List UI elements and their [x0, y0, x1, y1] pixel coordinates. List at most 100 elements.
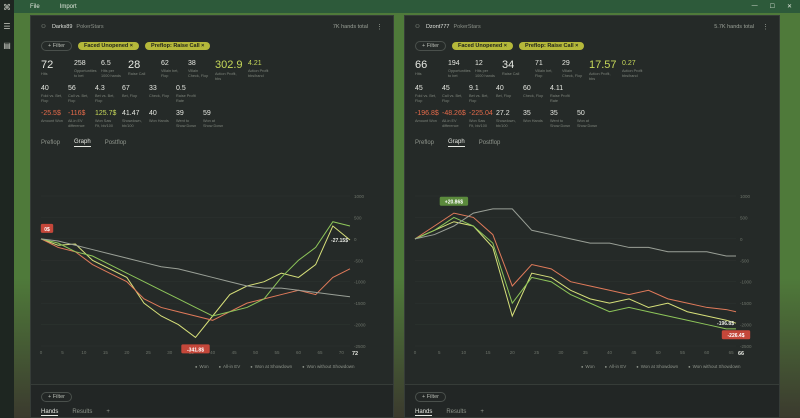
- series-line-showdown: [414, 216, 736, 330]
- legend-item[interactable]: All-in EV: [605, 364, 626, 369]
- add-filter-button[interactable]: + Filter: [41, 41, 72, 51]
- user-icon: ⚇: [41, 24, 46, 30]
- stat-label: Action Profit, bbs: [215, 72, 237, 81]
- stat-value: 67: [122, 85, 130, 92]
- stat-cell[interactable]: 33 Check, Flop: [149, 85, 171, 99]
- stat-label: Amount Won: [41, 119, 63, 123]
- stat-cell[interactable]: 27.2 Showdown, bb/100: [496, 110, 518, 128]
- filter-chip[interactable]: Preflop: Raise Call ×: [145, 42, 211, 50]
- legend-item[interactable]: Won without Showdown: [302, 364, 355, 369]
- stat-cell[interactable]: -196.8$ Amount Won: [415, 110, 439, 124]
- legend-item[interactable]: Won at Showdown: [250, 364, 292, 369]
- stat-cell[interactable]: 302.9 Action Profit, bbs: [215, 60, 243, 81]
- menu-file[interactable]: File: [30, 3, 40, 10]
- stat-cell[interactable]: 71 Villain bet, Flop: [535, 60, 557, 78]
- hands-filter-button[interactable]: + Filter: [415, 392, 446, 402]
- filter-chip[interactable]: Faced Unopened ×: [77, 42, 140, 50]
- x-tick-label: 55: [680, 350, 686, 355]
- stat-cell[interactable]: 125.7$ Won Saw Fit, bb/100: [95, 110, 117, 128]
- tab-graph[interactable]: Graph: [74, 139, 91, 147]
- tab-preflop[interactable]: Preflop: [415, 140, 435, 146]
- legend-item[interactable]: Won without Showdown: [688, 364, 741, 369]
- stat-cell[interactable]: 12 Hits per 1000 hands: [475, 60, 497, 78]
- filter-chip[interactable]: Faced Unopened ×: [451, 42, 514, 50]
- stat-cell[interactable]: 35 Went to Show Down: [550, 110, 572, 128]
- y-tick-label: 1000: [354, 194, 365, 199]
- stat-cell[interactable]: 4.3 Bet vs. Bet, Flop: [95, 85, 117, 103]
- stat-value: 0.27: [622, 60, 636, 67]
- legend-item[interactable]: Won at Showdown: [636, 364, 678, 369]
- bottom-tab[interactable]: +: [106, 409, 110, 415]
- stat-label: Villain Check, Flop: [562, 69, 583, 78]
- stat-cell[interactable]: 67 Bet, Flop: [122, 85, 144, 99]
- stat-cell[interactable]: 28 Raise Call: [128, 60, 156, 77]
- y-tick-label: -2500: [354, 344, 366, 349]
- stat-cell[interactable]: 9.1 Bet vs. Bet, Flop: [469, 85, 491, 103]
- stat-cell[interactable]: 38 Villain Check, Flop: [188, 60, 210, 78]
- stat-cell[interactable]: 59 Won at Show Down: [203, 110, 225, 128]
- bottom-tab[interactable]: Hands: [415, 409, 433, 416]
- stats-row: 66 Hits 194 Opportunities to bet 12 Hits…: [415, 60, 769, 85]
- player-name[interactable]: Dzont777: [425, 24, 450, 30]
- stat-cell[interactable]: 45 Fold vs. Bet, Flop: [415, 85, 437, 103]
- stat-cell[interactable]: 56 Call vs. Bet, Flop: [68, 85, 90, 103]
- more-options-icon[interactable]: ⋮: [376, 24, 383, 31]
- stat-value: 40: [149, 110, 157, 117]
- bottom-tab[interactable]: +: [480, 409, 484, 415]
- stat-cell[interactable]: -48.26$ All-in EV difference: [442, 110, 466, 128]
- stat-value: -25.5$: [41, 110, 61, 117]
- stat-cell[interactable]: 66 Hits: [415, 60, 443, 77]
- stat-cell[interactable]: 60 Check, Flop: [523, 85, 545, 99]
- tab-graph[interactable]: Graph: [448, 139, 465, 147]
- add-filter-button[interactable]: + Filter: [415, 41, 446, 51]
- more-options-icon[interactable]: ⋮: [762, 24, 769, 31]
- stat-cell[interactable]: 0.27 Action Profit bbs/hand: [622, 60, 644, 78]
- stat-cell[interactable]: 6.5 Hits per 1000 hands: [101, 60, 123, 78]
- stat-cell[interactable]: 35 Won Hands: [523, 110, 545, 124]
- bottom-tab[interactable]: Results: [72, 409, 93, 415]
- view-tabs: Preflop Graph Postflop: [405, 137, 779, 149]
- stat-cell[interactable]: 50 Won at Show Down: [577, 110, 599, 128]
- stat-cell[interactable]: -116$ All-in EV difference: [68, 110, 90, 128]
- filter-chip[interactable]: Preflop: Raise Call ×: [519, 42, 585, 50]
- bottom-tab[interactable]: Results: [446, 409, 467, 415]
- stat-cell[interactable]: -25.5$ Amount Won: [41, 110, 63, 124]
- stat-cell[interactable]: 0.5 Raise Profit Rate: [176, 85, 198, 103]
- minimize-icon[interactable]: —: [751, 3, 758, 9]
- player-name[interactable]: Darks89: [51, 24, 73, 30]
- stat-cell[interactable]: 4.11 Raise Profit Rate: [550, 85, 572, 103]
- stat-cell[interactable]: 194 Opportunities to bet: [448, 60, 471, 78]
- stat-cell[interactable]: 41.47 Showdown, bb/100: [122, 110, 144, 128]
- menu-import[interactable]: Import: [59, 3, 77, 10]
- legend-item[interactable]: All-in EV: [219, 364, 240, 369]
- stat-cell[interactable]: -225.04 Won Saw Fit, bb/100: [469, 110, 493, 128]
- x-tick-label: 10: [81, 350, 87, 355]
- tab-postflop[interactable]: Postflop: [478, 140, 501, 146]
- stat-cell[interactable]: 34 Raise Call: [502, 60, 530, 77]
- hands-filter-button[interactable]: + Filter: [41, 392, 72, 402]
- legend-item[interactable]: Won: [581, 364, 594, 369]
- close-icon[interactable]: ✕: [786, 4, 792, 10]
- bottom-tab[interactable]: Hands: [41, 409, 59, 416]
- stat-cell[interactable]: 29 Villain Check, Flop: [562, 60, 584, 78]
- stat-cell[interactable]: 40 Fold vs. Bet, Flop: [41, 85, 63, 103]
- hamburger-menu-icon[interactable]: ☰: [3, 22, 11, 31]
- maximize-icon[interactable]: ☐: [769, 4, 775, 10]
- stat-cell[interactable]: 258 Opportunities to bet: [74, 60, 97, 78]
- stat-cell[interactable]: 72 Hits: [41, 60, 69, 77]
- stat-value: 302.9: [215, 59, 243, 71]
- stat-cell[interactable]: 4.21 Action Profit bbs/hand: [248, 60, 270, 78]
- x-tick-label: 25: [534, 350, 540, 355]
- tab-postflop[interactable]: Postflop: [104, 140, 127, 146]
- stat-cell[interactable]: 45 Call vs. Bet, Flop: [442, 85, 464, 103]
- stat-cell[interactable]: 39 Went to Show Down: [176, 110, 198, 128]
- stat-cell[interactable]: 40 Bet, Flop: [496, 85, 518, 99]
- legend-item[interactable]: Won: [195, 364, 208, 369]
- stat-label: Won Hands: [523, 119, 543, 123]
- stat-cell[interactable]: 62 Villain bet, Flop: [161, 60, 183, 78]
- stat-cell[interactable]: 40 Won Hands: [149, 110, 171, 124]
- x-tick-label: 15: [485, 350, 491, 355]
- tab-preflop[interactable]: Preflop: [41, 140, 61, 146]
- stat-cell[interactable]: 17.57 Action Profit, bbs: [589, 60, 617, 81]
- document-icon[interactable]: ▤: [3, 41, 11, 50]
